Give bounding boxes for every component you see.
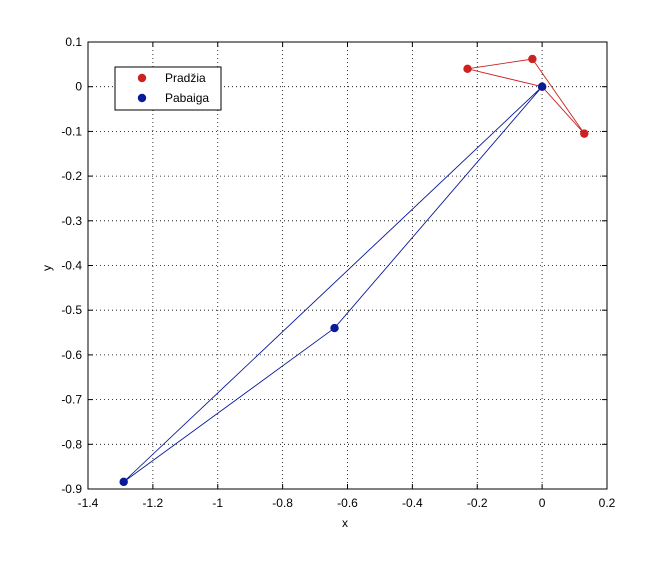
series-point-2 [119, 477, 128, 487]
y-tick-label: -0.4 [61, 259, 82, 273]
y-axis-label: y [40, 265, 54, 271]
legend-marker-1 [137, 73, 147, 83]
series-point-2 [330, 323, 339, 333]
x-tick-label: -1 [212, 496, 223, 510]
y-tick-label: -0.2 [61, 169, 82, 183]
grid-layer [88, 42, 607, 489]
series-point-1 [528, 54, 537, 64]
y-tick-label: -0.7 [61, 393, 82, 407]
legend-label-1: Pradžia [165, 71, 206, 85]
series-point-2 [537, 82, 547, 91]
x-tick-label: -0.4 [402, 496, 423, 510]
y-tick-label: -0.6 [61, 348, 82, 362]
legend: Pradžia Pabaiga [114, 66, 222, 111]
y-tick-label: 0 [75, 80, 82, 94]
series-point-1 [580, 129, 589, 138]
legend-label-2: Pabaiga [165, 91, 209, 105]
y-tick-label: 0.1 [65, 35, 82, 49]
y-tick-label: -0.3 [61, 214, 82, 228]
y-tick-label: -0.9 [61, 482, 82, 496]
y-tick-label: -0.8 [61, 437, 82, 451]
x-tick-label: -0.2 [467, 496, 488, 510]
legend-marker-2 [137, 93, 147, 103]
y-tick-label: -0.5 [61, 303, 82, 317]
legend-box [114, 66, 222, 111]
x-tick-label: -1.2 [143, 496, 164, 510]
series-point-1 [463, 64, 472, 74]
axes-layer: -1.4 -1.2 -1 -0.8 -0.6 -0.4 -0.2 0 0.2 0.1 0 -0.1 -0… [61, 35, 615, 510]
x-tick-label: -0.8 [272, 496, 293, 510]
x-tick-label: -0.6 [337, 496, 358, 510]
series-line-1 [467, 58, 585, 134]
x-tick-label: 0 [539, 496, 546, 510]
x-tick-label: 0.2 [599, 496, 616, 510]
series-line-2 [123, 86, 543, 483]
y-tick-label: -0.1 [61, 124, 82, 138]
x-axis-label: x [342, 516, 348, 530]
series-layer [119, 54, 589, 487]
x-tick-label: -1.4 [78, 496, 99, 510]
